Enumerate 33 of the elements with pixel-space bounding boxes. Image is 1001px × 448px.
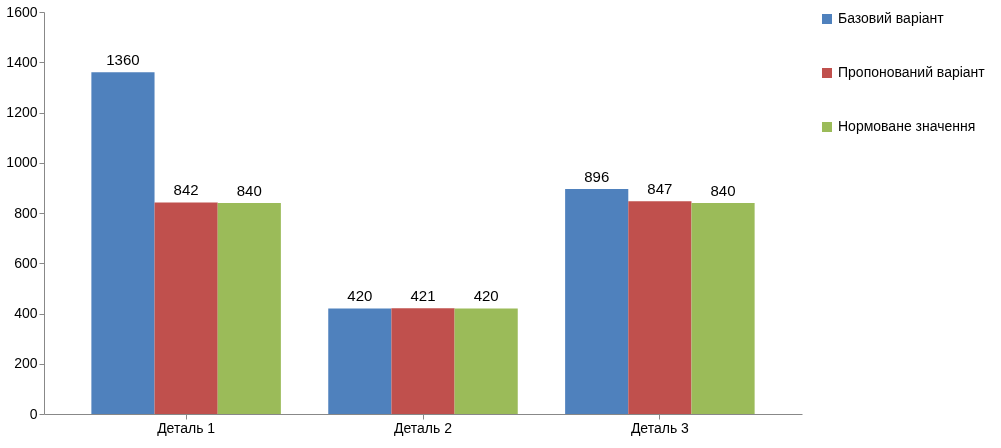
y-tick-label: 200	[14, 355, 38, 372]
y-tick-label: 1200	[6, 104, 38, 120]
data-label: 842	[173, 181, 199, 199]
y-tick-label: 800	[14, 204, 38, 221]
bar	[391, 308, 455, 414]
legend-label: Пропонований варіант	[838, 64, 986, 80]
x-tick-label: Деталь 1	[157, 419, 216, 436]
bar	[454, 308, 518, 414]
data-label: 840	[236, 181, 262, 199]
data-label: 421	[410, 287, 436, 305]
legend-label: Базовий варіант	[838, 10, 945, 26]
data-label: 420	[473, 287, 499, 305]
data-label: 1360	[106, 51, 140, 69]
data-label: 896	[584, 167, 610, 185]
bar	[91, 72, 155, 414]
data-label: 847	[647, 180, 673, 198]
y-tick-label: 0	[29, 405, 38, 422]
bar	[217, 202, 281, 414]
y-tick-label: 400	[14, 305, 38, 321]
bar	[691, 202, 755, 414]
y-tick-label: 600	[14, 254, 38, 271]
data-label: 840	[710, 181, 736, 199]
legend-label: Нормоване значення	[838, 118, 976, 134]
y-tick-label: 1600	[6, 3, 38, 20]
data-label: 420	[347, 287, 373, 305]
bar	[565, 188, 629, 414]
x-tick-label: Деталь 2	[394, 419, 453, 436]
bar	[628, 201, 692, 414]
y-tick-label: 1000	[6, 154, 38, 171]
y-tick-label: 1400	[6, 53, 38, 70]
x-tick-label: Деталь 3	[630, 419, 690, 436]
bar	[154, 202, 218, 414]
bar	[328, 308, 392, 414]
